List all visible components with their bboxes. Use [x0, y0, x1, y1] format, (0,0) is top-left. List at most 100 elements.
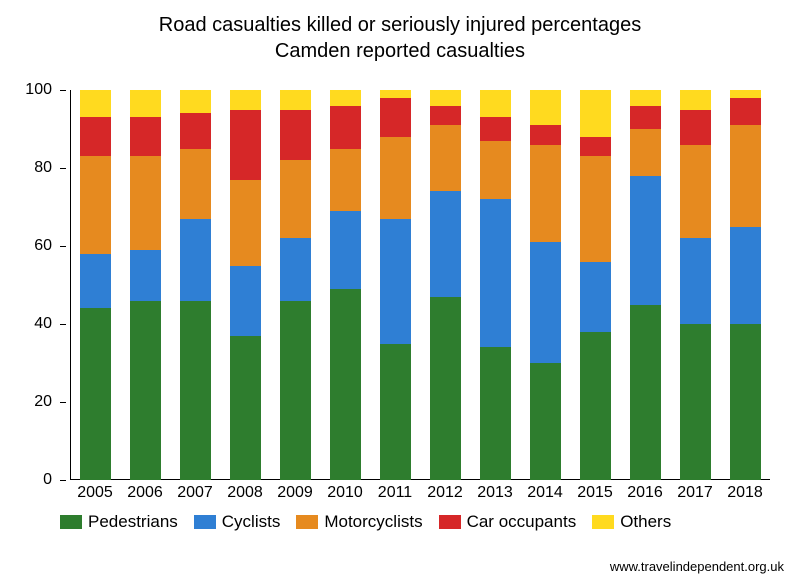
legend-swatch	[592, 515, 614, 529]
bar-group	[430, 90, 461, 480]
bar-segment-pedestrians	[680, 324, 711, 480]
x-tick-label: 2012	[427, 484, 463, 502]
x-tick-label: 2007	[177, 484, 213, 502]
bar-segment-motorcyclists	[280, 160, 311, 238]
bar-segment-cyclists	[380, 219, 411, 344]
legend-item: Motorcyclists	[296, 512, 422, 532]
y-tick-label: 100	[25, 81, 52, 99]
legend-swatch	[60, 515, 82, 529]
bar-segment-pedestrians	[530, 363, 561, 480]
bar-group	[380, 90, 411, 480]
bar-segment-cyclists	[480, 199, 511, 347]
bar-segment-motorcyclists	[480, 141, 511, 200]
bar-segment-motorcyclists	[380, 137, 411, 219]
legend-item: Car occupants	[439, 512, 577, 532]
bar-segment-motorcyclists	[730, 125, 761, 226]
bar-segment-others	[680, 90, 711, 110]
bar-segment-car-occupants	[630, 106, 661, 129]
bar-segment-others	[330, 90, 361, 106]
bar-segment-motorcyclists	[230, 180, 261, 266]
attribution: www.travelindependent.org.uk	[610, 559, 784, 574]
bar-segment-pedestrians	[230, 336, 261, 480]
bar-group	[730, 90, 761, 480]
bar-group	[480, 90, 511, 480]
y-tick	[60, 324, 66, 325]
bar-segment-car-occupants	[330, 106, 361, 149]
plot-area	[70, 90, 770, 480]
bar-segment-others	[530, 90, 561, 125]
bar-segment-pedestrians	[480, 347, 511, 480]
bar-segment-pedestrians	[330, 289, 361, 480]
bar-segment-pedestrians	[630, 305, 661, 481]
bar-group	[330, 90, 361, 480]
x-tick-label: 2010	[327, 484, 363, 502]
bar-segment-car-occupants	[680, 110, 711, 145]
bar-group	[580, 90, 611, 480]
bar-segment-others	[230, 90, 261, 110]
bar-group	[230, 90, 261, 480]
bar-segment-cyclists	[430, 191, 461, 296]
x-tick-label: 2008	[227, 484, 263, 502]
bar-segment-motorcyclists	[580, 156, 611, 261]
y-tick-label: 20	[34, 393, 52, 411]
y-axis-line	[70, 90, 71, 480]
bar-segment-motorcyclists	[80, 156, 111, 254]
bar-segment-pedestrians	[80, 308, 111, 480]
bar-segment-others	[480, 90, 511, 117]
legend-label: Cyclists	[222, 512, 281, 532]
bar-segment-cyclists	[180, 219, 211, 301]
legend-item: Others	[592, 512, 671, 532]
bar-segment-pedestrians	[430, 297, 461, 480]
y-axis: 020406080100	[0, 90, 60, 480]
bar-group	[630, 90, 661, 480]
bar-group	[180, 90, 211, 480]
x-axis: 2005200620072008200920102011201220132014…	[70, 484, 770, 504]
y-tick-label: 0	[43, 471, 52, 489]
bar-segment-car-occupants	[380, 98, 411, 137]
x-tick-label: 2013	[477, 484, 513, 502]
bar-segment-car-occupants	[180, 113, 211, 148]
y-tick-label: 40	[34, 315, 52, 333]
bar-segment-cyclists	[130, 250, 161, 301]
bar-segment-cyclists	[280, 238, 311, 300]
bar-segment-motorcyclists	[180, 149, 211, 219]
y-tick	[60, 90, 66, 91]
legend-label: Car occupants	[467, 512, 577, 532]
legend-swatch	[296, 515, 318, 529]
y-tick	[60, 168, 66, 169]
bar-group	[280, 90, 311, 480]
bar-segment-motorcyclists	[630, 129, 661, 176]
bar-segment-motorcyclists	[530, 145, 561, 243]
bar-segment-cyclists	[580, 262, 611, 332]
y-tick	[60, 246, 66, 247]
bar-segment-cyclists	[730, 227, 761, 325]
bar-segment-cyclists	[230, 266, 261, 336]
bar-segment-car-occupants	[730, 98, 761, 125]
legend-label: Motorcyclists	[324, 512, 422, 532]
bar-segment-others	[130, 90, 161, 117]
x-tick-label: 2011	[378, 484, 412, 502]
bar-segment-others	[380, 90, 411, 98]
y-tick	[60, 402, 66, 403]
x-tick-label: 2017	[677, 484, 713, 502]
bar-segment-car-occupants	[130, 117, 161, 156]
bar-segment-others	[430, 90, 461, 106]
bar-segment-motorcyclists	[330, 149, 361, 211]
bar-segment-car-occupants	[530, 125, 561, 145]
bar-segment-cyclists	[80, 254, 111, 309]
bar-segment-car-occupants	[280, 110, 311, 161]
x-tick-label: 2016	[627, 484, 663, 502]
bar-segment-others	[630, 90, 661, 106]
bar-group	[80, 90, 111, 480]
title-line-2: Camden reported casualties	[275, 40, 525, 62]
bar-segment-pedestrians	[730, 324, 761, 480]
chart-title: Road casualties killed or seriously inju…	[0, 0, 800, 64]
bar-segment-others	[80, 90, 111, 117]
x-tick-label: 2009	[277, 484, 313, 502]
bar-group	[680, 90, 711, 480]
bar-segment-cyclists	[330, 211, 361, 289]
bar-group	[130, 90, 161, 480]
bar-segment-cyclists	[630, 176, 661, 305]
y-tick	[60, 480, 66, 481]
bar-segment-pedestrians	[130, 301, 161, 480]
